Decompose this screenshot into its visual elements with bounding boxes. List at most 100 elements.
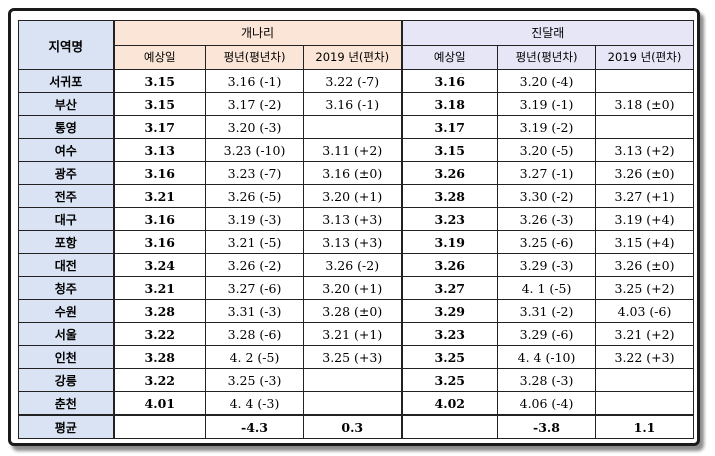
azalea-2019-cell: 3.21 (+2) (595, 322, 694, 346)
forsythia-2019-cell: 3.26 (-2) (303, 253, 403, 277)
azalea-forecast-cell: 3.16 (401, 69, 498, 93)
azalea-normal-cell: 3.25 (-6) (497, 230, 596, 254)
table-row: 인천 3.28 4. 2 (-5) 3.25 (+3) 3.25 4. 4 (-10) 3.… (18, 345, 694, 369)
azalea-average-normal: -3.8 (497, 414, 596, 439)
bloom-forecast-table: 지역명 개나리 진달래 예상일 평년(평년차) 2019 년(편차) 예상일 평… (18, 20, 694, 439)
forsythia-normal-cell: 3.25 (-3) (205, 368, 304, 392)
azalea-normal-cell: 3.29 (-6) (497, 322, 596, 346)
region-cell: 인천 (18, 345, 115, 369)
forsythia-forecast-cell: 3.22 (113, 322, 206, 346)
region-cell: 강릉 (18, 368, 115, 392)
forsythia-forecast-header: 예상일 (113, 44, 206, 70)
table-row: 강릉 3.22 3.25 (-3) 3.25 3.28 (-3) (18, 368, 694, 392)
azalea-2019-cell: 3.18 (±0) (595, 92, 694, 116)
region-cell: 포항 (18, 230, 115, 254)
table-row: 대구 3.16 3.19 (-3) 3.13 (+3) 3.23 3.26 (-3) 3.1… (18, 207, 694, 231)
table-body: 서귀포 3.15 3.16 (-1) 3.22 (-7) 3.16 3.20 (-4) 부산… (18, 69, 694, 439)
azalea-forecast-cell: 3.29 (401, 299, 498, 323)
forsythia-2019-cell (303, 115, 403, 139)
azalea-2019-cell: 3.25 (+2) (595, 276, 694, 300)
forsythia-header: 개나리 (113, 20, 403, 46)
forsythia-forecast-cell: 3.13 (113, 138, 206, 162)
table-row: 부산 3.15 3.17 (-2) 3.16 (-1) 3.18 3.19 (-1) 3.1… (18, 92, 694, 116)
azalea-normal-header: 평년(평년차) (497, 44, 596, 70)
forsythia-normal-cell: 3.23 (-7) (205, 161, 304, 185)
azalea-normal-cell: 3.30 (-2) (497, 184, 596, 208)
azalea-forecast-cell: 3.17 (401, 115, 498, 139)
azalea-2019-cell: 3.26 (±0) (595, 253, 694, 277)
forsythia-normal-cell: 3.21 (-5) (205, 230, 304, 254)
table-row: 여수 3.13 3.23 (-10) 3.11 (+2) 3.15 3.20 (-5) 3.… (18, 138, 694, 162)
forsythia-forecast-cell: 3.17 (113, 115, 206, 139)
forsythia-2019-cell: 3.28 (±0) (303, 299, 403, 323)
forsythia-normal-cell: 3.27 (-6) (205, 276, 304, 300)
azalea-2019-cell (595, 115, 694, 139)
region-cell: 서울 (18, 322, 115, 346)
forsythia-forecast-cell: 3.16 (113, 207, 206, 231)
forsythia-average-2019: 0.3 (303, 414, 403, 439)
region-cell: 대전 (18, 253, 115, 277)
forsythia-forecast-cell: 3.15 (113, 69, 206, 93)
table-row: 대전 3.24 3.26 (-2) 3.26 (-2) 3.26 3.29 (-3) 3.2… (18, 253, 694, 277)
azalea-forecast-cell: 3.19 (401, 230, 498, 254)
azalea-2019-cell: 3.13 (+2) (595, 138, 694, 162)
azalea-2019-cell: 4.03 (-6) (595, 299, 694, 323)
table-row: 수원 3.28 3.31 (-3) 3.28 (±0) 3.29 3.31 (-2) 4.0… (18, 299, 694, 323)
azalea-average-2019: 1.1 (595, 414, 694, 439)
forsythia-normal-cell: 3.20 (-3) (205, 115, 304, 139)
forsythia-forecast-cell: 3.28 (113, 345, 206, 369)
azalea-forecast-cell: 3.25 (401, 368, 498, 392)
table-row: 전주 3.21 3.26 (-5) 3.20 (+1) 3.28 3.30 (-2) 3.2… (18, 184, 694, 208)
forsythia-forecast-cell: 3.22 (113, 368, 206, 392)
azalea-forecast-cell: 3.26 (401, 253, 498, 277)
azalea-forecast-cell: 3.23 (401, 207, 498, 231)
forsythia-normal-cell: 3.28 (-6) (205, 322, 304, 346)
forsythia-2019-cell: 3.21 (+1) (303, 322, 403, 346)
region-cell: 청주 (18, 276, 115, 300)
azalea-forecast-cell: 3.28 (401, 184, 498, 208)
forsythia-normal-cell: 3.19 (-3) (205, 207, 304, 231)
forsythia-normal-cell: 4. 2 (-5) (205, 345, 304, 369)
table-row: 서귀포 3.15 3.16 (-1) 3.22 (-7) 3.16 3.20 (-4) (18, 69, 694, 93)
forsythia-normal-header: 평년(평년차) (205, 44, 304, 70)
forsythia-forecast-cell: 3.21 (113, 184, 206, 208)
region-cell: 통영 (18, 115, 115, 139)
forsythia-forecast-cell: 3.15 (113, 92, 206, 116)
forsythia-2019-cell (303, 368, 403, 392)
forsythia-normal-cell: 3.16 (-1) (205, 69, 304, 93)
table-row: 광주 3.16 3.23 (-7) 3.16 (±0) 3.26 3.27 (-1) 3.2… (18, 161, 694, 185)
region-cell: 춘천 (18, 391, 115, 416)
azalea-normal-cell: 3.29 (-3) (497, 253, 596, 277)
forsythia-2019-cell: 3.16 (±0) (303, 161, 403, 185)
azalea-2019-cell (595, 368, 694, 392)
azalea-2019-cell: 3.27 (+1) (595, 184, 694, 208)
forsythia-forecast-cell: 3.16 (113, 161, 206, 185)
azalea-normal-cell: 4. 4 (-10) (497, 345, 596, 369)
forsythia-2019-cell: 3.11 (+2) (303, 138, 403, 162)
forsythia-2019-cell: 3.22 (-7) (303, 69, 403, 93)
region-cell: 부산 (18, 92, 115, 116)
forsythia-forecast-cell: 3.21 (113, 276, 206, 300)
azalea-2019-cell: 3.15 (+4) (595, 230, 694, 254)
average-label: 평균 (18, 414, 115, 439)
azalea-forecast-cell: 3.15 (401, 138, 498, 162)
forsythia-2019-cell: 3.20 (+1) (303, 184, 403, 208)
table-row: 서울 3.22 3.28 (-6) 3.21 (+1) 3.23 3.29 (-6) 3.2… (18, 322, 694, 346)
azalea-forecast-cell: 3.25 (401, 345, 498, 369)
azalea-normal-cell: 4. 1 (-5) (497, 276, 596, 300)
azalea-normal-cell: 4.06 (-4) (497, 391, 596, 416)
forsythia-normal-cell: 3.23 (-10) (205, 138, 304, 162)
forsythia-2019-header: 2019 년(편차) (303, 44, 403, 70)
azalea-2019-cell (595, 69, 694, 93)
forsythia-2019-cell (303, 391, 403, 416)
azalea-normal-cell: 3.19 (-2) (497, 115, 596, 139)
azalea-forecast-cell: 3.23 (401, 322, 498, 346)
average-row: 평균 -4.3 0.3 -3.8 1.1 (18, 414, 694, 439)
forsythia-forecast-cell: 3.16 (113, 230, 206, 254)
table-row: 춘천 4.01 4. 4 (-3) 4.02 4.06 (-4) (18, 391, 694, 416)
forsythia-2019-cell: 3.13 (+3) (303, 230, 403, 254)
region-cell: 전주 (18, 184, 115, 208)
region-cell: 서귀포 (18, 69, 115, 93)
azalea-2019-cell: 3.22 (+3) (595, 345, 694, 369)
azalea-normal-cell: 3.20 (-5) (497, 138, 596, 162)
